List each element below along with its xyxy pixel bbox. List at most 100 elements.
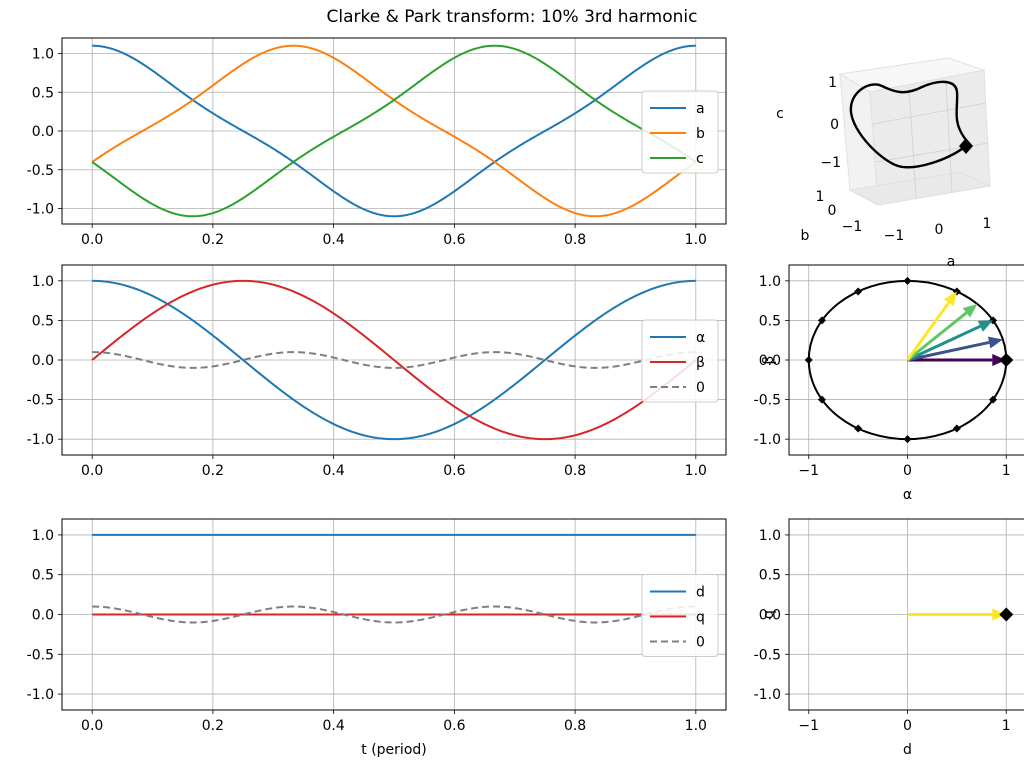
axes-frame <box>788 518 1024 711</box>
current-point-marker <box>999 353 1014 367</box>
y-tick-label: 0.5 <box>32 85 54 101</box>
y-tick-label: 0.0 <box>32 608 54 624</box>
phasor-arrow-head <box>977 320 994 332</box>
y-tick-label: -1.0 <box>27 432 54 448</box>
legend-label: a <box>696 101 705 117</box>
z-axis-label: c <box>776 106 784 122</box>
x-tick-label: 1 <box>1002 718 1011 734</box>
phasor-arrow <box>906 301 950 361</box>
legend-label: 0 <box>696 635 705 651</box>
y-tick-label: -0.5 <box>754 647 781 663</box>
y-tick-label: 0.5 <box>32 568 54 584</box>
axes-layer: 0.0 0.2 0.4 0.6 0.8 1.01.00.50.0-0.5-1.0abc0.… <box>27 37 1024 758</box>
y-tick-label: 0.0 <box>32 353 54 369</box>
pane-floor <box>848 171 992 206</box>
legend-label: α <box>696 330 705 346</box>
y-axis-label: β <box>761 356 777 365</box>
pane-grid <box>872 102 987 125</box>
legend-label: d <box>696 585 705 601</box>
series-line-c <box>91 44 697 218</box>
legend-label: q <box>696 610 705 626</box>
x-tick-label: 0.0 <box>81 232 103 248</box>
x-axis-label: α <box>903 487 912 503</box>
y-axis-label: q <box>761 610 777 619</box>
x-tick-label: 0.6 <box>443 232 465 248</box>
y-tick-label: 0.5 <box>759 313 781 329</box>
y-tick-label: 1.0 <box>759 274 781 290</box>
a-axis-label: a <box>947 254 956 270</box>
phasor-arrow-head <box>962 304 978 318</box>
x-tick-label: 0.6 <box>443 718 465 734</box>
axes-frame <box>788 264 1024 456</box>
a-tick-label: −1 <box>884 228 905 244</box>
pane-grid <box>908 86 917 200</box>
x-tick-label: −1 <box>798 718 819 734</box>
circle-marker <box>903 276 912 285</box>
y-tick-label: 1.0 <box>759 528 781 544</box>
y-tick-label: -0.5 <box>27 647 54 663</box>
y-tick-label: -1.0 <box>27 687 54 703</box>
x-tick-label: 0.8 <box>564 232 586 248</box>
series-line-β <box>91 279 697 441</box>
y-tick-label: 1.0 <box>32 528 54 544</box>
y-tick-label: 0.0 <box>759 353 781 369</box>
z-tick-label: −1 <box>820 155 841 171</box>
a-tick-label: 0 <box>935 222 944 238</box>
z-tick-label: 1 <box>828 75 837 91</box>
circle-marker <box>804 356 813 364</box>
x-tick-label: 1.0 <box>685 718 707 734</box>
b-tick-label: 0 <box>828 203 837 219</box>
y-tick-label: 0.0 <box>32 124 54 140</box>
y-tick-label: 0.5 <box>759 568 781 584</box>
x-tick-label: 0.8 <box>564 463 586 479</box>
circle-marker <box>817 316 826 325</box>
x-tick-label: 0.2 <box>202 718 224 734</box>
y-tick-label: -0.5 <box>754 393 781 409</box>
x-tick-label: 0.6 <box>443 463 465 479</box>
x-tick-label: 1.0 <box>685 232 707 248</box>
y-tick-label: 0.5 <box>32 313 54 329</box>
axes-frame <box>61 518 727 711</box>
circle-marker <box>854 424 863 433</box>
axes-frame <box>61 264 727 456</box>
circle-marker <box>903 435 912 444</box>
y-tick-label: 0.0 <box>759 608 781 624</box>
pane-grid <box>945 79 953 194</box>
axes-frame <box>61 37 727 225</box>
circle-marker <box>989 395 998 404</box>
x-tick-label: 1.0 <box>685 463 707 479</box>
legend-label: 0 <box>696 380 705 396</box>
figure-title: Clarke & Park transform: 10% 3rd harmoni… <box>327 7 698 27</box>
a-tick-label: 1 <box>983 216 992 232</box>
x-axis-label: t (period) <box>361 742 426 758</box>
x-tick-label: 0.4 <box>323 718 345 734</box>
series-line-α <box>92 279 696 441</box>
circle-marker <box>817 395 826 404</box>
circle-marker <box>952 424 961 433</box>
y-tick-label: -0.5 <box>27 393 54 409</box>
x-tick-label: 0.2 <box>202 463 224 479</box>
current-point-marker <box>999 607 1014 622</box>
y-tick-label: 1.0 <box>32 47 54 63</box>
x-axis-label: d <box>903 742 912 758</box>
x-tick-label: 0.2 <box>202 232 224 248</box>
series-line-0 <box>92 351 696 369</box>
b-axis-label: b <box>801 228 810 244</box>
phasor-arrow <box>906 311 968 362</box>
x-tick-label: 0.0 <box>81 718 103 734</box>
phasor-arrow <box>907 340 990 362</box>
phasor-arrow-head <box>943 291 957 307</box>
y-tick-label: -1.0 <box>27 202 54 218</box>
abc-trajectory <box>849 80 969 169</box>
legend-label: b <box>696 126 705 142</box>
y-tick-label: -1.0 <box>754 687 781 703</box>
b-tick-label: −1 <box>842 219 863 235</box>
x-tick-label: 0 <box>903 463 912 479</box>
x-tick-label: 1 <box>1002 463 1011 479</box>
x-tick-label: 0 <box>903 718 912 734</box>
z-tick-label: 0 <box>830 117 839 133</box>
b-tick-label: 1 <box>816 189 825 205</box>
phasor-arrow <box>906 324 981 362</box>
x-tick-label: 0.8 <box>564 718 586 734</box>
